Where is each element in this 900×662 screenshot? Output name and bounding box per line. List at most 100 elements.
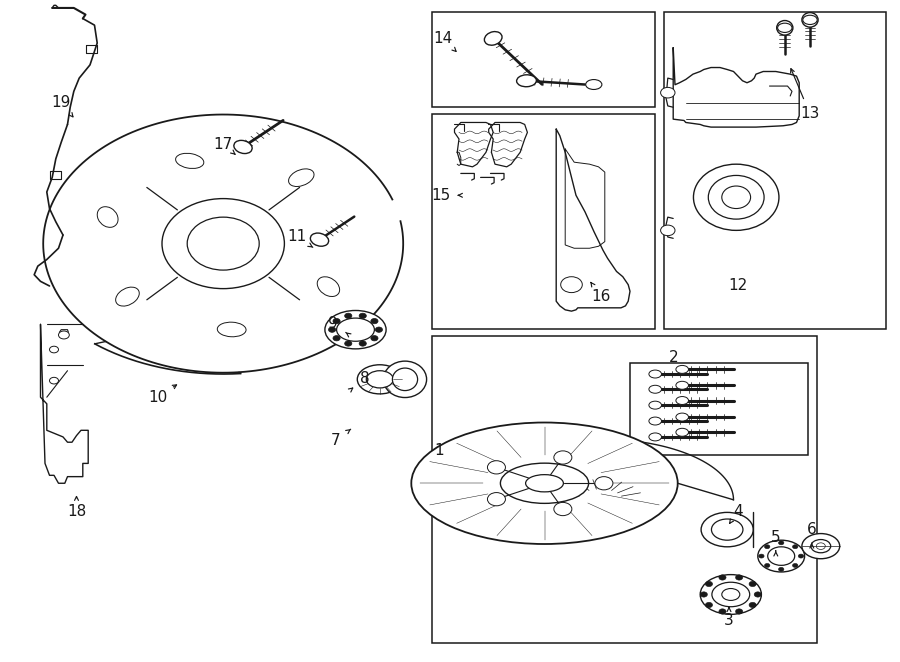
Text: 6: 6 — [807, 522, 816, 537]
Bar — [432, 12, 655, 107]
Ellipse shape — [693, 164, 778, 230]
Ellipse shape — [337, 318, 374, 342]
Ellipse shape — [758, 540, 805, 572]
Text: 13: 13 — [800, 107, 820, 121]
Ellipse shape — [778, 23, 792, 32]
Circle shape — [661, 225, 675, 236]
Circle shape — [816, 543, 825, 549]
Circle shape — [700, 592, 707, 597]
Circle shape — [759, 554, 764, 558]
Ellipse shape — [357, 365, 402, 394]
Circle shape — [778, 541, 784, 545]
Circle shape — [764, 563, 770, 567]
Circle shape — [595, 477, 613, 490]
Circle shape — [719, 609, 726, 614]
Ellipse shape — [676, 381, 688, 389]
Ellipse shape — [722, 186, 751, 209]
Ellipse shape — [500, 463, 589, 503]
Circle shape — [735, 609, 742, 614]
Ellipse shape — [383, 361, 427, 397]
Ellipse shape — [317, 277, 339, 297]
Ellipse shape — [712, 583, 750, 607]
Ellipse shape — [325, 310, 386, 349]
Circle shape — [58, 331, 69, 339]
Ellipse shape — [392, 368, 418, 391]
Ellipse shape — [708, 175, 764, 219]
Circle shape — [359, 313, 366, 318]
Text: 11: 11 — [287, 230, 307, 244]
Ellipse shape — [768, 547, 795, 565]
Ellipse shape — [411, 422, 678, 544]
Text: 14: 14 — [433, 31, 453, 46]
Ellipse shape — [555, 479, 645, 522]
Circle shape — [328, 327, 336, 332]
Ellipse shape — [578, 489, 623, 510]
Ellipse shape — [700, 575, 761, 614]
Circle shape — [554, 451, 572, 464]
Text: 15: 15 — [431, 188, 451, 203]
Circle shape — [333, 336, 340, 341]
Ellipse shape — [676, 365, 688, 373]
Ellipse shape — [676, 413, 688, 421]
Ellipse shape — [484, 32, 502, 45]
Text: 5: 5 — [771, 530, 780, 545]
Ellipse shape — [586, 79, 602, 89]
Circle shape — [754, 592, 761, 597]
Text: 16: 16 — [591, 289, 611, 304]
Circle shape — [706, 602, 713, 608]
Ellipse shape — [217, 322, 246, 337]
Circle shape — [50, 346, 58, 353]
Circle shape — [778, 567, 784, 571]
Circle shape — [488, 493, 506, 506]
Ellipse shape — [289, 169, 314, 187]
Circle shape — [187, 217, 259, 270]
Ellipse shape — [176, 154, 203, 168]
Ellipse shape — [649, 401, 662, 409]
Text: 8: 8 — [360, 371, 369, 386]
Bar — [664, 12, 886, 329]
Ellipse shape — [676, 428, 688, 436]
Text: 4: 4 — [734, 504, 742, 518]
Ellipse shape — [712, 519, 743, 540]
Ellipse shape — [802, 13, 818, 27]
Circle shape — [793, 563, 798, 567]
Ellipse shape — [649, 370, 662, 378]
Ellipse shape — [649, 417, 662, 425]
Circle shape — [706, 581, 713, 587]
Text: 9: 9 — [328, 316, 338, 330]
Circle shape — [735, 575, 742, 580]
Text: 3: 3 — [724, 614, 733, 628]
Circle shape — [162, 199, 284, 289]
Ellipse shape — [310, 233, 328, 246]
Text: 7: 7 — [331, 433, 340, 448]
Bar — [432, 114, 655, 329]
Bar — [432, 336, 817, 643]
Ellipse shape — [722, 589, 740, 600]
Text: 19: 19 — [51, 95, 71, 110]
Ellipse shape — [517, 75, 536, 87]
Circle shape — [661, 87, 675, 98]
Bar — [630, 363, 808, 455]
Ellipse shape — [649, 433, 662, 441]
Ellipse shape — [803, 15, 817, 24]
Circle shape — [488, 461, 506, 474]
Circle shape — [798, 554, 804, 558]
Circle shape — [749, 602, 756, 608]
Circle shape — [359, 341, 366, 346]
Circle shape — [764, 545, 770, 549]
Ellipse shape — [811, 540, 831, 553]
Circle shape — [50, 377, 58, 384]
Circle shape — [371, 318, 378, 324]
Circle shape — [719, 575, 726, 580]
Circle shape — [375, 327, 382, 332]
Text: 12: 12 — [728, 279, 748, 293]
Circle shape — [371, 336, 378, 341]
Ellipse shape — [97, 207, 118, 227]
Ellipse shape — [802, 534, 840, 559]
Circle shape — [749, 581, 756, 587]
Ellipse shape — [234, 140, 252, 154]
Text: 2: 2 — [669, 350, 678, 365]
Circle shape — [561, 277, 582, 293]
Circle shape — [345, 341, 352, 346]
Ellipse shape — [676, 397, 688, 404]
